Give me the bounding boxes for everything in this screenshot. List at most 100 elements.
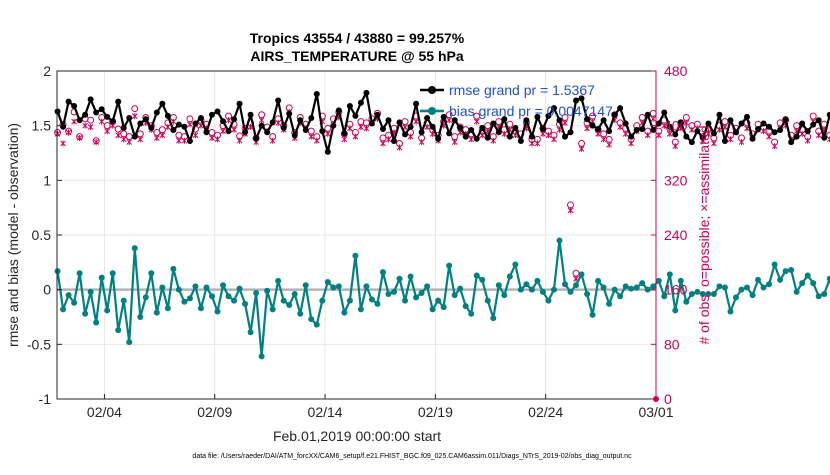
bias-point <box>220 282 227 289</box>
rmse-point <box>137 120 144 127</box>
obs-assimilated-point <box>120 136 127 143</box>
rmse-point <box>815 117 822 124</box>
bias-point <box>633 284 640 291</box>
rmse-point <box>407 123 414 130</box>
rmse-point <box>109 118 116 125</box>
obs-assimilated-point <box>622 130 629 137</box>
bias-point <box>71 299 78 306</box>
rmse-point <box>335 107 342 114</box>
obs-possible-point <box>362 119 370 127</box>
bias-point <box>65 292 72 299</box>
bias-point <box>115 327 122 334</box>
bias-point <box>501 292 508 299</box>
obs-possible-point <box>258 111 266 119</box>
obs-possible-point <box>125 133 133 141</box>
rmse-point <box>584 116 591 123</box>
rmse-series <box>54 89 830 155</box>
rmse-point <box>744 113 751 120</box>
bias-point <box>699 291 706 298</box>
obs-assimilated-point <box>424 124 430 131</box>
rmse-point <box>71 102 78 109</box>
rmse-point <box>87 96 94 103</box>
rmse-point <box>683 133 690 140</box>
obs-possible-point <box>600 130 608 138</box>
rmse-point <box>639 125 646 132</box>
y-axis-label-right: # of obs: o=possible; ×=assimilated <box>696 125 712 344</box>
rmse-point <box>225 128 232 135</box>
bias-point <box>104 307 111 314</box>
obs-assimilated-point <box>473 118 480 125</box>
obs-possible-point <box>87 116 95 124</box>
obs-assimilated-point <box>82 122 88 129</box>
rmse-point <box>501 116 508 123</box>
rmse-point <box>600 117 607 124</box>
bias-point <box>744 284 751 291</box>
bias-point <box>264 287 271 294</box>
rmse-point <box>777 127 784 134</box>
bias-point <box>661 293 668 300</box>
bias-point <box>87 288 94 295</box>
rmse-point <box>341 130 348 137</box>
obs-possible-point <box>114 125 122 133</box>
rmse-point <box>54 108 61 115</box>
rmse-point <box>567 129 574 136</box>
rmse-point <box>264 129 271 136</box>
rmse-point <box>286 110 293 117</box>
obs-assimilated-point <box>126 139 133 146</box>
bias-point <box>175 286 182 293</box>
bias-point <box>451 292 458 299</box>
chart-title: Tropics 43554 / 43880 = 99.257% <box>250 30 465 46</box>
obs-assimilated-point <box>231 126 237 133</box>
bias-point <box>346 297 353 304</box>
rmse-point <box>517 137 524 144</box>
bias-point <box>374 300 381 307</box>
obs-possible-point <box>567 201 575 209</box>
rmse-point <box>506 133 513 140</box>
rmse-point <box>374 111 381 118</box>
y-tick-label: -1 <box>39 391 52 407</box>
obs-assimilated-point <box>220 128 226 135</box>
bias-point <box>573 282 580 289</box>
y-tick-label: 0 <box>43 282 51 298</box>
bias-point <box>335 283 342 290</box>
rmse-point <box>716 111 723 118</box>
bias-point <box>705 291 712 298</box>
bias-point <box>473 272 480 279</box>
obs-assimilated-point <box>413 118 419 125</box>
rmse-point <box>721 137 728 144</box>
bias-point <box>523 281 530 288</box>
rmse-point <box>710 130 717 137</box>
bias-point <box>76 270 83 277</box>
obs-assimilated-point <box>258 117 265 124</box>
obs-assimilated-point <box>159 132 166 139</box>
bias-point <box>550 286 557 293</box>
rmse-point <box>424 115 431 122</box>
obs-assimilated-point <box>236 137 243 144</box>
obs-assimilated-point <box>225 117 232 124</box>
bias-point <box>385 291 392 298</box>
obs-possible-point <box>638 113 646 121</box>
bias-point <box>777 276 784 283</box>
obs-assimilated-point <box>545 132 552 139</box>
obs-assimilated-point <box>567 207 574 214</box>
obs-assimilated-point <box>650 115 657 122</box>
bias-point <box>771 261 778 268</box>
rmse-point <box>622 120 629 127</box>
rmse-point <box>633 127 640 134</box>
rmse-point <box>821 134 828 141</box>
rmse-point <box>269 119 276 126</box>
bias-point <box>368 296 375 303</box>
bias-point <box>352 252 359 259</box>
obs-possible-point <box>451 133 459 141</box>
rmse-point <box>98 106 105 113</box>
bias-point <box>462 303 469 310</box>
bias-point <box>363 283 370 290</box>
bias-point <box>567 288 574 295</box>
rmse-point <box>203 129 210 136</box>
bias-point <box>291 291 298 298</box>
bias-point <box>788 266 795 273</box>
obs-possible-point <box>131 105 139 113</box>
rmse-point <box>771 129 778 136</box>
obs-assimilated-point <box>683 119 690 126</box>
rmse-point <box>561 133 568 140</box>
